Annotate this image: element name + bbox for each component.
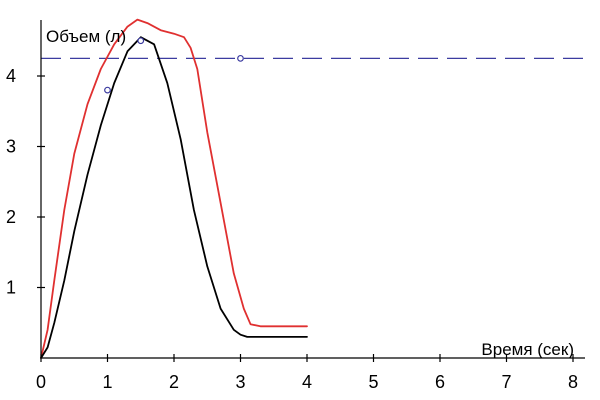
y-tick-label: 2: [6, 207, 16, 227]
x-tick-label: 8: [568, 372, 578, 392]
data-marker-3: [237, 54, 244, 62]
tick-layer: 0 1 2 3 4 5 6 7 8 1 2 3 4: [6, 66, 578, 392]
x-tick-label: 6: [435, 372, 445, 392]
data-marker-2: [137, 37, 145, 45]
marker-layer: [104, 37, 244, 94]
series-layer: [40, 18, 308, 359]
x-tick-label: 3: [235, 372, 245, 392]
x-tick-label: 1: [102, 372, 112, 392]
x-axis-title: Время (сек): [481, 340, 574, 359]
y-tick-label: 4: [6, 66, 16, 86]
y-axis-title: Объем (л): [46, 27, 126, 46]
series-line-1: [40, 18, 308, 359]
data-marker-1: [104, 86, 111, 94]
y-tick-label: 1: [6, 278, 16, 298]
series-line-2: [40, 36, 308, 359]
x-tick-label: 0: [36, 372, 46, 392]
x-tick-label: 5: [368, 372, 378, 392]
y-tick-label: 3: [6, 137, 16, 157]
x-tick-label: 7: [501, 372, 511, 392]
x-tick-label: 2: [169, 372, 179, 392]
x-tick-label: 4: [302, 372, 312, 392]
